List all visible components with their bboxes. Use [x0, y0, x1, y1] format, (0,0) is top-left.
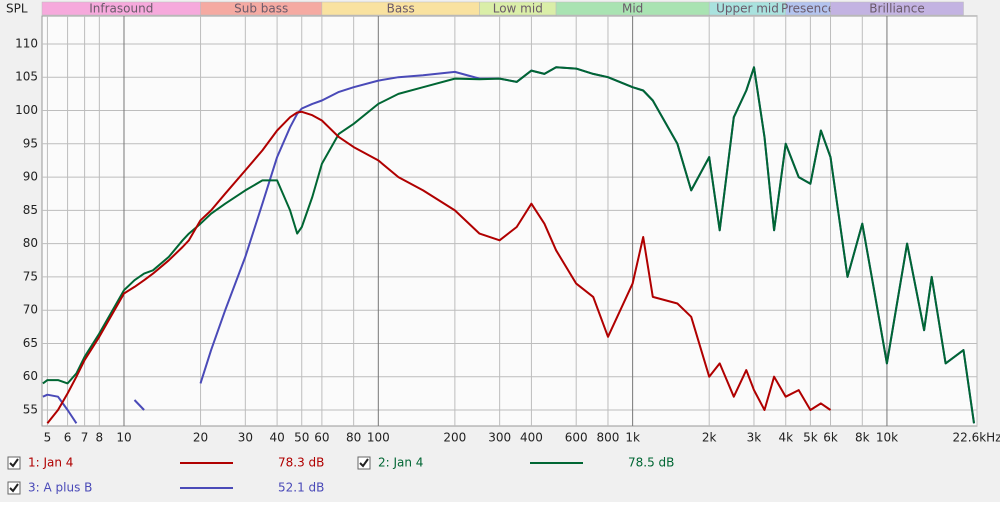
- x-tick-label: 2k: [702, 431, 717, 445]
- y-tick-label: 90: [23, 170, 38, 184]
- x-tick-label: 1k: [625, 431, 640, 445]
- x-tick-label: 4k: [778, 431, 793, 445]
- y-tick-label: 100: [15, 103, 38, 117]
- y-tick-label: 105: [15, 70, 38, 84]
- x-tick-label: 50: [294, 431, 309, 445]
- legend-label: 2: Jan 4: [378, 456, 423, 470]
- band-label: Infrasound: [89, 2, 153, 16]
- x-tick-label: 6: [64, 431, 72, 445]
- legend-level: 78.5 dB: [628, 456, 674, 470]
- band-label: Brilliance: [869, 2, 924, 16]
- x-tick-label: 5: [44, 431, 52, 445]
- band-label: Low mid: [493, 2, 543, 16]
- x-tick-label: 5k: [803, 431, 818, 445]
- y-axis-label: SPL: [6, 2, 28, 16]
- y-tick-label: 60: [23, 369, 38, 383]
- x-tick-label: 6k: [823, 431, 838, 445]
- x-tick-label: 3k: [747, 431, 762, 445]
- legend-label: 1: Jan 4: [28, 456, 73, 470]
- band-label: Presence: [781, 2, 835, 16]
- x-tick-label: 30: [238, 431, 253, 445]
- x-tick-label: 400: [520, 431, 543, 445]
- y-tick-label: 75: [23, 269, 38, 283]
- band-label: Sub bass: [234, 2, 288, 16]
- x-tick-label: 10: [116, 431, 131, 445]
- x-tick-label: 800: [597, 431, 620, 445]
- x-tick-label: 60: [314, 431, 329, 445]
- x-tick-label: 40: [269, 431, 284, 445]
- x-tick-label: 200: [443, 431, 466, 445]
- x-tick-label: 8: [96, 431, 104, 445]
- y-tick-label: 95: [23, 136, 38, 150]
- x-tick-label: 80: [346, 431, 361, 445]
- legend-level: 78.3 dB: [278, 456, 324, 470]
- x-tick-label: 10k: [876, 431, 898, 445]
- x-tick-label: 100: [367, 431, 390, 445]
- y-tick-label: 65: [23, 336, 38, 350]
- band-label: Upper mid: [716, 2, 779, 16]
- x-tick-label: 8k: [855, 431, 870, 445]
- y-tick-label: 70: [23, 303, 38, 317]
- x-tick-label: 600: [565, 431, 588, 445]
- y-tick-label: 55: [23, 403, 38, 417]
- x-tick-label: 22.6kHz: [953, 431, 1000, 445]
- legend-level: 52.1 dB: [278, 481, 324, 495]
- band-label: Mid: [622, 2, 643, 16]
- y-tick-label: 80: [23, 236, 38, 250]
- y-tick-label: 110: [15, 36, 38, 50]
- x-tick-label: 20: [193, 431, 208, 445]
- band-label: Bass: [387, 2, 415, 16]
- x-tick-label: 300: [488, 431, 511, 445]
- legend-label: 3: A plus B: [28, 481, 92, 495]
- y-tick-label: 85: [23, 203, 38, 217]
- x-tick-label: 7: [81, 431, 89, 445]
